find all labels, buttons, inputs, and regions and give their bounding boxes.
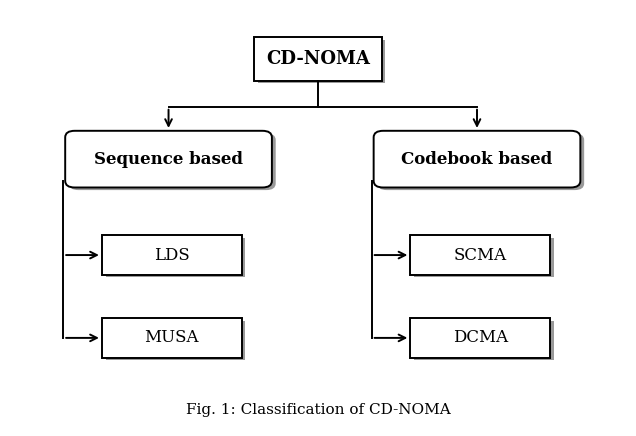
FancyBboxPatch shape xyxy=(374,131,581,187)
Text: Sequence based: Sequence based xyxy=(94,151,243,167)
Text: Fig. 1: Classification of CD-NOMA: Fig. 1: Classification of CD-NOMA xyxy=(186,403,450,417)
FancyBboxPatch shape xyxy=(106,238,245,277)
FancyBboxPatch shape xyxy=(414,321,554,360)
Text: DCMA: DCMA xyxy=(453,330,508,346)
Text: Codebook based: Codebook based xyxy=(401,151,553,167)
Text: CD-NOMA: CD-NOMA xyxy=(266,50,370,68)
FancyBboxPatch shape xyxy=(258,40,385,83)
Text: LDS: LDS xyxy=(154,247,190,263)
FancyBboxPatch shape xyxy=(69,133,276,190)
Text: SCMA: SCMA xyxy=(453,247,507,263)
FancyBboxPatch shape xyxy=(106,321,245,360)
FancyBboxPatch shape xyxy=(378,133,584,190)
Text: MUSA: MUSA xyxy=(144,330,199,346)
FancyBboxPatch shape xyxy=(102,318,242,358)
FancyBboxPatch shape xyxy=(254,37,382,81)
FancyBboxPatch shape xyxy=(414,238,554,277)
FancyBboxPatch shape xyxy=(102,235,242,275)
FancyBboxPatch shape xyxy=(410,235,550,275)
FancyBboxPatch shape xyxy=(410,318,550,358)
FancyBboxPatch shape xyxy=(66,131,272,187)
